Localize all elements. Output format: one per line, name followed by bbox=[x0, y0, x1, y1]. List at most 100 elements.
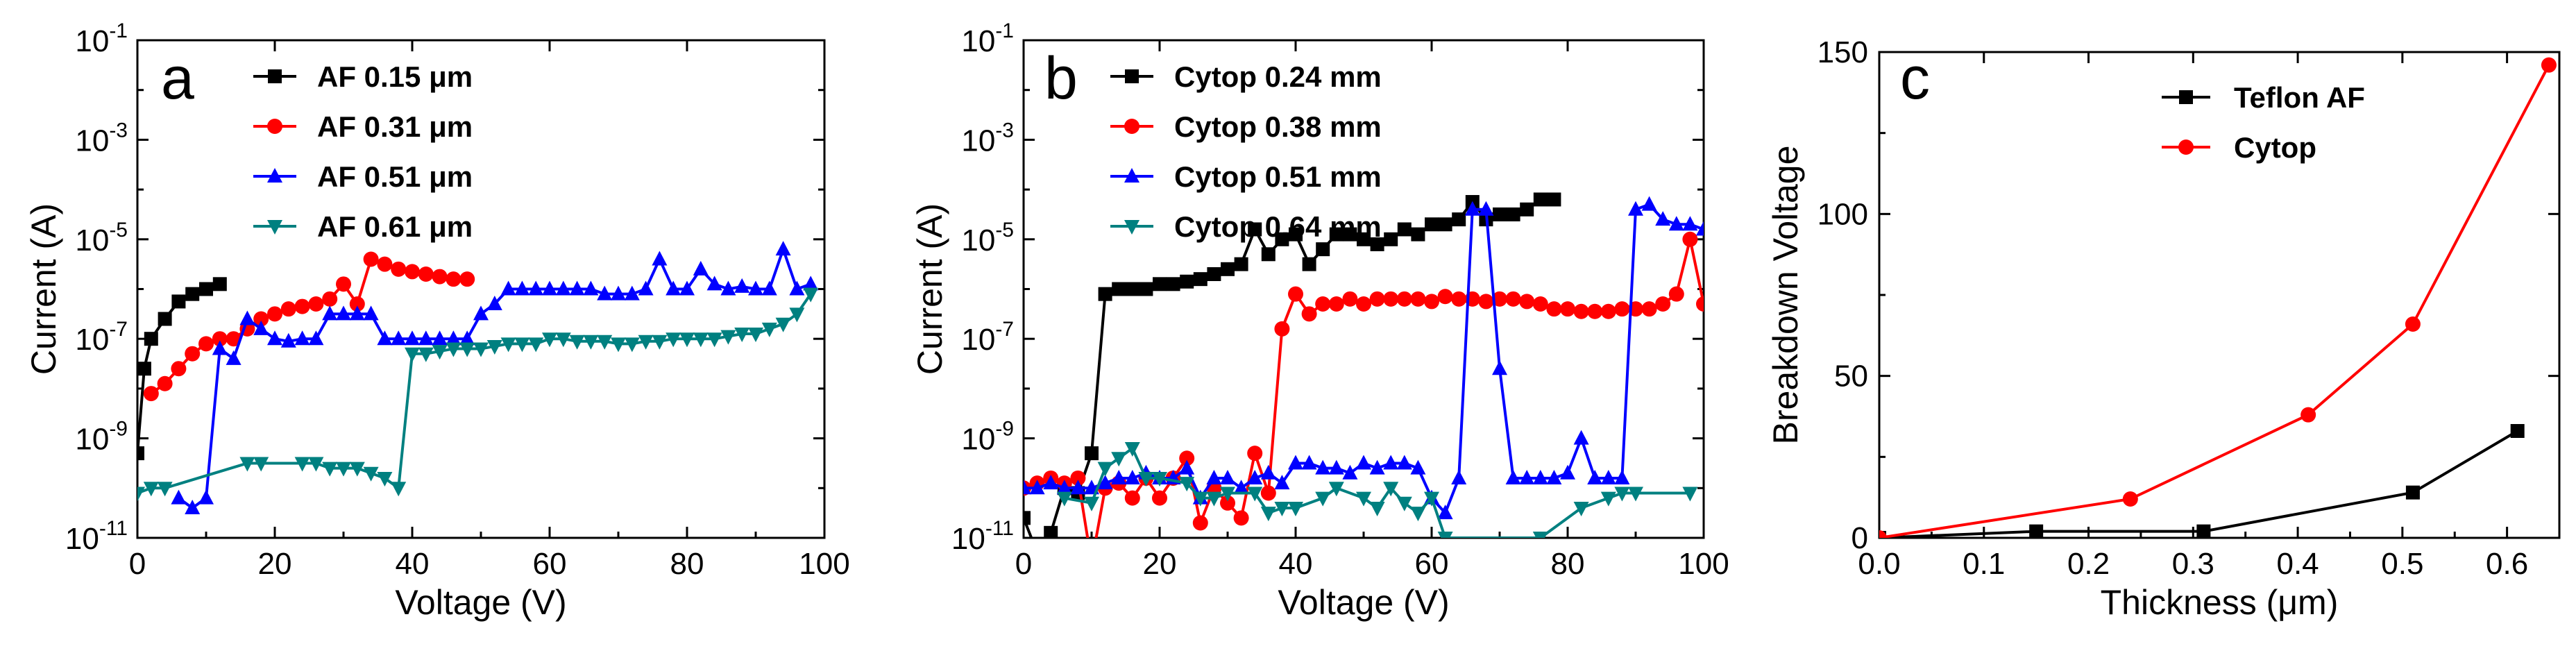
data-point-series-0 bbox=[1357, 232, 1371, 246]
legend-marker bbox=[1124, 220, 1139, 235]
data-point-series-1 bbox=[1124, 490, 1140, 506]
data-point-series-3 bbox=[1274, 501, 1290, 516]
data-point-series-2 bbox=[748, 280, 763, 296]
data-point-series-3 bbox=[1396, 496, 1412, 511]
data-point-series-1 bbox=[418, 266, 434, 282]
data-point-series-2 bbox=[542, 280, 557, 296]
data-point-series-2 bbox=[638, 280, 654, 296]
data-point-series-2 bbox=[775, 241, 791, 256]
data-point-series-1 bbox=[1233, 510, 1249, 526]
y-tick-label: 10-7 bbox=[75, 318, 128, 357]
data-point-series-0 bbox=[1533, 192, 1548, 207]
data-point-series-0 bbox=[2405, 485, 2420, 500]
legend-label: Cytop 0.24 mm bbox=[1174, 60, 1382, 93]
legend-marker bbox=[2178, 139, 2194, 155]
data-point-series-1 bbox=[1437, 289, 1453, 305]
chart-panel-b: 0 20 40 60 80 10010-1110-910-710-510-310-1Vol… bbox=[910, 19, 1729, 622]
data-point-series-3 bbox=[1152, 471, 1167, 486]
data-point-series-0 bbox=[2196, 524, 2211, 538]
series-line-1 bbox=[150, 257, 468, 395]
x-tick-label: 60 bbox=[533, 547, 567, 581]
data-point-series-2 bbox=[1628, 201, 1643, 216]
legend-label: Cytop bbox=[2234, 131, 2316, 164]
data-point-series-3 bbox=[734, 328, 750, 343]
data-point-series-3 bbox=[1410, 507, 1426, 522]
data-point-series-2 bbox=[322, 305, 338, 321]
data-point-series-2 bbox=[789, 280, 805, 296]
data-point-series-3 bbox=[1260, 507, 1276, 522]
data-point-series-2 bbox=[720, 280, 736, 296]
data-point-series-3 bbox=[1600, 491, 1616, 507]
data-point-series-1 bbox=[1260, 485, 1276, 501]
data-point-series-3 bbox=[528, 337, 544, 353]
data-point-series-2 bbox=[652, 251, 668, 266]
data-point-series-1 bbox=[267, 306, 282, 322]
y-tick-exponent: -7 bbox=[995, 318, 1014, 341]
data-point-series-2 bbox=[198, 489, 214, 505]
data-point-series-3 bbox=[652, 335, 668, 350]
panel-letter: b bbox=[1044, 45, 1078, 112]
data-point-series-1 bbox=[1070, 470, 1086, 486]
x-tick-label: 0.0 bbox=[1858, 547, 1900, 581]
data-point-series-2 bbox=[405, 330, 420, 346]
data-point-series-2 bbox=[597, 285, 613, 301]
x-axis-label: Voltage (V) bbox=[395, 583, 566, 622]
data-point-series-0 bbox=[1343, 227, 1357, 242]
data-point-series-0 bbox=[1044, 525, 1058, 538]
x-tick-label: 80 bbox=[1551, 547, 1585, 581]
data-point-series-3 bbox=[1056, 491, 1072, 507]
data-point-series-1 bbox=[1532, 296, 1548, 312]
data-point-series-1 bbox=[1247, 446, 1263, 462]
data-point-series-2 bbox=[666, 280, 681, 296]
data-point-series-1 bbox=[1342, 291, 1358, 307]
data-point-series-2 bbox=[280, 332, 296, 348]
y-tick-label: 10-11 bbox=[951, 517, 1014, 556]
data-point-series-1 bbox=[143, 386, 159, 402]
y-tick-label: 10-9 bbox=[75, 418, 128, 457]
data-point-series-3 bbox=[1424, 491, 1439, 507]
data-point-series-2 bbox=[1560, 464, 1575, 480]
data-point-series-3 bbox=[1124, 441, 1140, 457]
data-point-series-1 bbox=[1315, 296, 1331, 312]
data-point-series-2 bbox=[1505, 469, 1521, 484]
x-tick-label: 0.3 bbox=[2172, 547, 2214, 581]
data-point-series-3 bbox=[748, 328, 763, 343]
data-point-series-2 bbox=[1614, 469, 1630, 484]
legend-label: AF 0.15 μm bbox=[317, 60, 473, 93]
data-point-series-3 bbox=[666, 332, 681, 348]
data-point-series-2 bbox=[253, 320, 269, 335]
data-point-series-3 bbox=[418, 347, 434, 362]
y-tick-exponent: -1 bbox=[109, 19, 128, 42]
data-point-series-3 bbox=[143, 482, 159, 497]
data-point-series-0 bbox=[1193, 272, 1208, 287]
data-point-series-1 bbox=[1614, 301, 1630, 317]
data-point-series-2 bbox=[308, 330, 324, 346]
data-point-series-1 bbox=[1274, 321, 1290, 337]
y-tick-base: 10 bbox=[75, 24, 109, 58]
data-point-series-2 bbox=[1396, 455, 1412, 470]
data-point-series-2 bbox=[1070, 480, 1086, 495]
data-point-series-3 bbox=[583, 335, 599, 350]
y-tick-base: 10 bbox=[961, 423, 995, 457]
data-point-series-1 bbox=[1451, 291, 1467, 307]
y-tick-label: 10-5 bbox=[75, 219, 128, 257]
data-point-series-3 bbox=[294, 457, 310, 472]
data-point-series-2 bbox=[446, 330, 461, 346]
data-point-series-2 bbox=[500, 280, 516, 296]
data-point-series-2 bbox=[1546, 469, 1562, 484]
data-point-series-2 bbox=[555, 280, 571, 296]
data-point-series-1 bbox=[1328, 296, 1344, 312]
data-point-series-3 bbox=[706, 332, 722, 348]
data-point-series-2 bbox=[1315, 459, 1331, 475]
data-point-series-3 bbox=[336, 462, 351, 477]
data-point-series-0 bbox=[1506, 207, 1520, 221]
data-point-series-2 bbox=[486, 296, 502, 311]
data-point-series-1 bbox=[198, 336, 214, 352]
x-tick-label: 0.5 bbox=[2381, 547, 2423, 581]
legend-marker bbox=[267, 119, 282, 134]
data-point-series-3 bbox=[157, 482, 173, 497]
data-point-series-1 bbox=[308, 296, 324, 312]
y-tick-base: 10 bbox=[961, 223, 995, 257]
data-point-series-2 bbox=[1247, 469, 1263, 484]
data-point-series-3 bbox=[1437, 532, 1453, 538]
